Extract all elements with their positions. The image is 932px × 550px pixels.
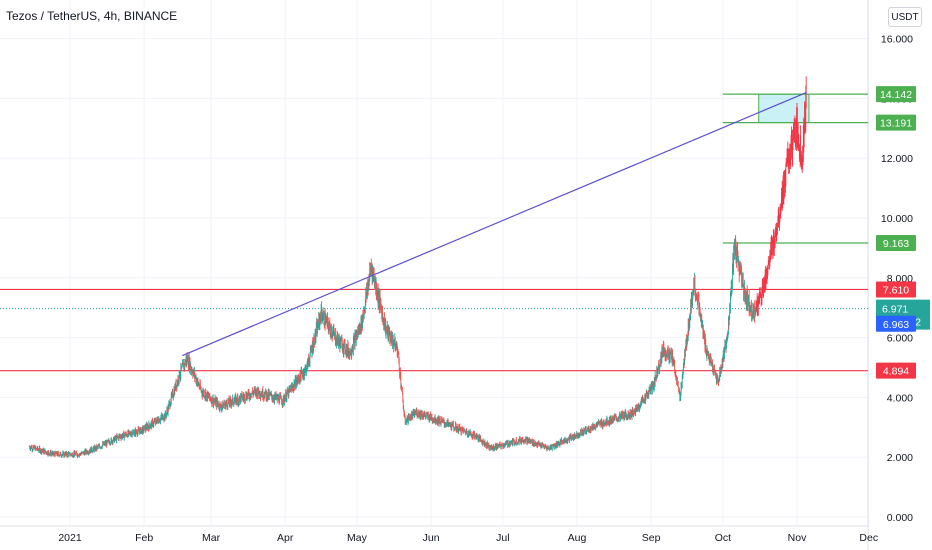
level-price-tag-bg — [876, 362, 916, 379]
bid-price-tag-bg — [876, 315, 916, 332]
x-tick-label: Sep — [642, 532, 661, 544]
y-tick-label: 6.000 — [887, 333, 913, 345]
y-tick-label: 4.000 — [887, 392, 913, 404]
x-tick-label: Oct — [715, 532, 731, 544]
x-tick-label: Jul — [496, 532, 509, 544]
x-tick-label: Jun — [423, 532, 440, 544]
level-price-tag-bg — [876, 86, 916, 103]
x-tick-label: May — [347, 532, 368, 544]
x-tick-label: Feb — [135, 532, 153, 544]
x-tick-label: Nov — [788, 532, 807, 544]
y-tick-label: 2.000 — [887, 452, 913, 464]
x-tick-label: Mar — [202, 532, 221, 544]
level-price-tag-bg — [876, 235, 916, 252]
target-zone-rect[interactable] — [758, 93, 810, 124]
x-tick-label: Apr — [277, 532, 294, 544]
trendline[interactable] — [182, 91, 807, 357]
y-tick-label: 0.000 — [887, 512, 913, 524]
level-price-tag: 7.610 — [883, 284, 909, 296]
currency-button[interactable]: USDT — [888, 7, 922, 27]
x-tick-label: Aug — [568, 532, 587, 544]
chart-title: Tezos / TetherUS, 4h, BINANCE — [6, 9, 178, 23]
level-price-tag-bg — [876, 281, 916, 298]
y-tick-label: 16.000 — [881, 34, 913, 46]
level-price-tag: 4.894 — [883, 366, 909, 378]
candles-group — [28, 76, 807, 459]
level-price-tag: 14.142 — [880, 89, 912, 101]
level-price-tag: 9.163 — [883, 238, 909, 250]
level-price-tag-bg — [876, 114, 916, 131]
current-price-tag: 6.971 — [882, 304, 908, 316]
level-price-tag: 13.191 — [880, 118, 912, 130]
x-tick-label: 2021 — [58, 532, 82, 544]
x-tick-label: Dec — [859, 532, 878, 544]
y-tick-label: 12.000 — [881, 153, 913, 165]
y-tick-label: 10.000 — [881, 213, 913, 225]
bid-price-tag: 6.963 — [883, 319, 909, 331]
